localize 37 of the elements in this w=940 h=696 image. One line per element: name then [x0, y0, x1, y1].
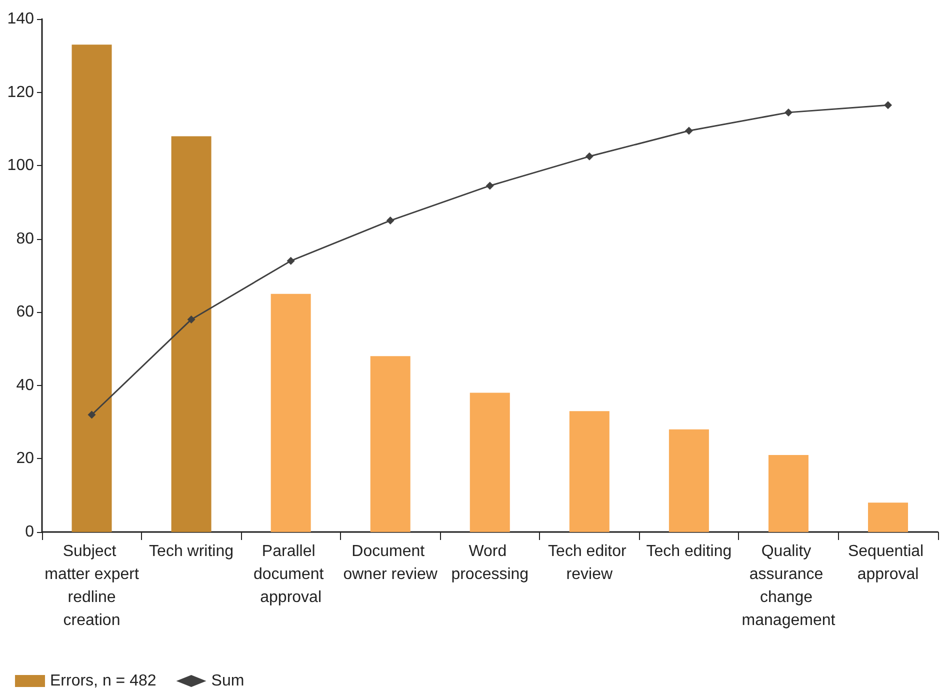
bar: [72, 44, 112, 532]
point: [187, 315, 196, 324]
bar: [569, 411, 610, 532]
y-tick-label: 140: [7, 10, 34, 28]
y-tick-label: 120: [7, 84, 34, 101]
legend-label: Sum: [211, 672, 244, 690]
point: [88, 410, 96, 419]
point: [286, 256, 295, 265]
x-tick-label: Tech writing: [149, 543, 234, 560]
y-tick-label: 20: [16, 450, 34, 468]
x-tick-label: Quality assurance change management: [742, 543, 836, 629]
point: [585, 152, 594, 160]
x-tick-label: Tech editing: [646, 543, 732, 560]
point: [486, 182, 494, 190]
legend-label: Errors, n = 482: [50, 672, 156, 690]
point: [884, 101, 892, 110]
bar: [868, 502, 908, 532]
y-tick-label: 0: [25, 524, 34, 540]
x-tick-label: Word processing: [451, 543, 529, 583]
bar: [768, 455, 808, 532]
point: [386, 216, 394, 225]
bar: [370, 356, 410, 532]
y-tick-label: 100: [7, 157, 34, 174]
y-tick-label: 80: [16, 230, 34, 248]
point: [784, 108, 792, 116]
point: [684, 126, 693, 135]
bar: [470, 392, 510, 532]
x-tick-label: Tech editor review: [548, 543, 631, 583]
bar: [668, 429, 709, 532]
bar: [171, 136, 212, 532]
y-tick-label: 40: [16, 376, 34, 394]
x-tick-label: Document owner review: [343, 543, 438, 583]
x-tick-label: Subject matter expert redline creation: [44, 543, 140, 629]
y-tick-label: 60: [16, 304, 34, 321]
x-tick-label: Parallel document approval: [253, 543, 328, 606]
bar: [270, 294, 311, 532]
x-tick-label: Sequential approval: [848, 543, 928, 583]
